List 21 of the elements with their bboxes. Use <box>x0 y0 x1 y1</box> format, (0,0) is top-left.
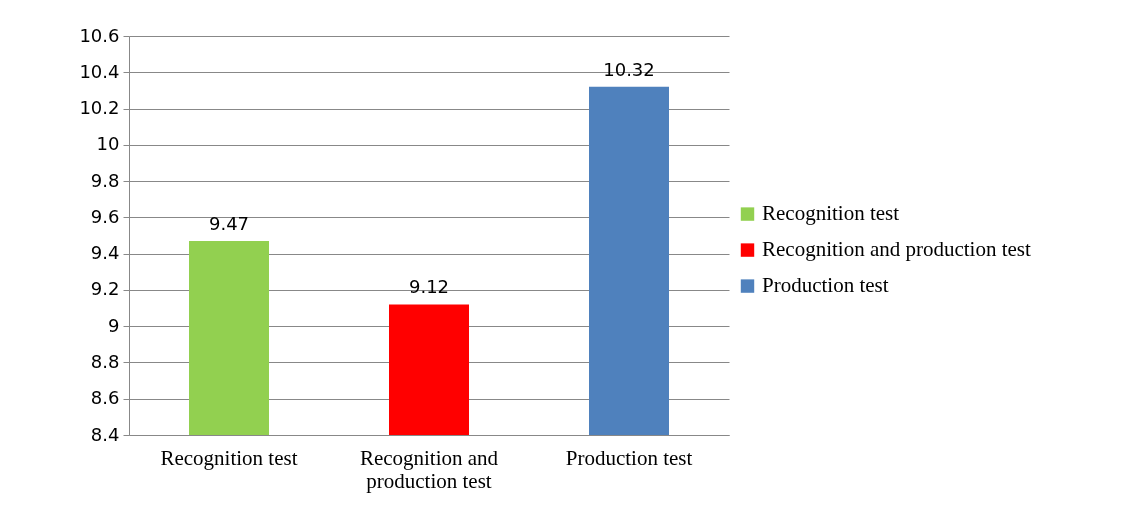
legend-label: Production test <box>762 273 889 298</box>
x-tick-label: Production test <box>565 445 693 470</box>
y-tick-label: 9.8 <box>90 169 120 191</box>
y-tick-label: 9.4 <box>90 242 120 264</box>
x-tick-label: Recognition and production test <box>359 445 499 493</box>
data-label: 9.12 <box>408 276 450 298</box>
x-tick-label: Recognition test <box>160 445 298 470</box>
y-tick-label: 9 <box>108 314 120 336</box>
y-tick-label: 9.6 <box>90 205 120 227</box>
legend-label: Recognition test <box>762 201 900 226</box>
y-tick-label: 8.8 <box>90 350 120 372</box>
y-tick-label: 10.6 <box>79 24 120 46</box>
y-tick-label: 9.2 <box>90 278 120 300</box>
legend-label: Recognition and production test <box>762 237 1032 262</box>
y-tick-label: 10 <box>96 133 120 155</box>
y-tick-label: 8.6 <box>90 387 120 409</box>
y-tick-label: 10.4 <box>79 60 120 82</box>
data-label: 10.32 <box>603 58 655 80</box>
y-tick-label: 10.2 <box>79 97 120 119</box>
y-tick-label: 8.4 <box>90 423 120 445</box>
data-label: 9.47 <box>208 212 250 234</box>
